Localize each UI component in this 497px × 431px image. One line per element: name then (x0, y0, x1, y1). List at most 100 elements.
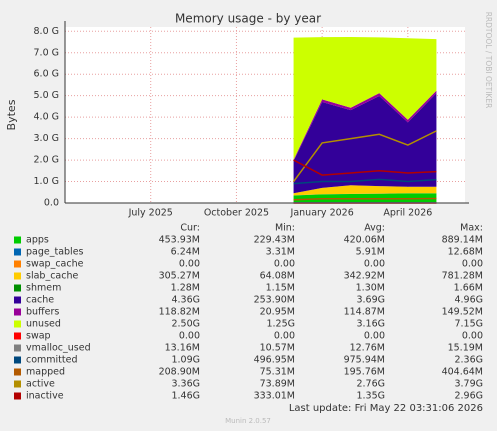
stat-value: 0.00 (462, 331, 483, 342)
stat-value: 2.36G (454, 355, 483, 366)
generator: Munin 2.0.57 (225, 417, 271, 425)
stat-value: 15.19M (448, 343, 483, 354)
x-tick-label: April 2026 (383, 208, 432, 219)
legend-label: swap_cache (26, 259, 84, 270)
stat-value: 2.76G (356, 379, 385, 390)
legend-swatch (14, 392, 21, 400)
area (293, 193, 437, 196)
stat-value: 3.31M (266, 247, 295, 258)
area (293, 185, 437, 196)
stat-value: 0.00 (364, 259, 385, 270)
line (293, 178, 437, 185)
stat-value: 0.00 (179, 331, 200, 342)
y-tick-label: 0.0 (44, 198, 59, 209)
stat-value: 75.31M (260, 367, 295, 378)
legend-label: apps (26, 235, 49, 246)
column-header: Cur: (180, 223, 200, 234)
last-update: Last update: Fri May 22 03:31:06 2026 (289, 403, 483, 414)
legend-swatch (14, 356, 21, 364)
legend-label: mapped (26, 367, 65, 378)
stat-value: 64.08M (260, 271, 295, 282)
legend-label: shmem (26, 283, 61, 294)
stat-value: 3.16G (356, 319, 385, 330)
x-tick-label: July 2025 (128, 208, 173, 219)
stat-value: 118.82M (159, 307, 200, 318)
stat-value: 1.30M (356, 283, 385, 294)
stat-value: 4.96G (454, 295, 483, 306)
stat-value: 889.14M (442, 235, 483, 246)
stat-value: 333.01M (254, 391, 295, 402)
stat-value: 1.66M (454, 283, 483, 294)
stat-value: 4.36G (171, 295, 200, 306)
stat-value: 208.90M (159, 367, 200, 378)
column-header: Min: (275, 223, 295, 234)
area (293, 93, 437, 194)
stat-value: 0.00 (179, 259, 200, 270)
legend-label: inactive (26, 391, 64, 402)
y-tick-label: 5.0 G (34, 90, 60, 101)
legend-label: unused (26, 319, 61, 330)
stat-value: 2.96G (454, 391, 483, 402)
column-header: Avg: (364, 223, 385, 234)
y-tick-label: 7.0 G (34, 47, 60, 58)
legend-swatch (14, 368, 21, 376)
stat-value: 12.68M (448, 247, 483, 258)
legend-swatch (14, 320, 21, 328)
stat-value: 5.91M (356, 247, 385, 258)
legend-swatch (14, 296, 21, 304)
x-tick-label: October 2025 (204, 208, 269, 219)
y-axis-label: Bytes (5, 99, 18, 130)
stat-value: 1.25G (266, 319, 295, 330)
stat-value: 453.93M (159, 235, 200, 246)
stat-value: 0.00 (364, 331, 385, 342)
stat-value: 3.79G (454, 379, 483, 390)
stat-value: 420.06M (344, 235, 385, 246)
y-tick-label: 2.0 G (34, 155, 60, 166)
legend-swatch (14, 236, 21, 244)
legend-label: buffers (26, 307, 59, 318)
stat-value: 1.46G (171, 391, 200, 402)
legend-label: vmalloc_used (26, 343, 91, 354)
stat-value: 781.28M (442, 271, 483, 282)
legend-swatch (14, 248, 21, 256)
legend-swatch (14, 260, 21, 268)
stat-value: 13.16M (165, 343, 200, 354)
stat-value: 0.00 (274, 259, 295, 270)
y-tick-label: 1.0 G (34, 176, 60, 187)
stat-value: 1.09G (171, 355, 200, 366)
stat-value: 1.35G (356, 391, 385, 402)
y-tick-label: 6.0 G (34, 69, 60, 80)
stat-value: 0.00 (462, 259, 483, 270)
legend-label: swap (26, 331, 51, 342)
stat-value: 3.36G (171, 379, 200, 390)
legend-label: cache (26, 295, 54, 306)
stat-value: 73.89M (260, 379, 295, 390)
stat-value: 149.52M (442, 307, 483, 318)
legend-swatch (14, 344, 21, 352)
stat-value: 229.43M (254, 235, 295, 246)
stat-value: 305.27M (159, 271, 200, 282)
legend-swatch (14, 284, 21, 292)
stat-value: 496.95M (254, 355, 295, 366)
stat-value: 20.95M (260, 307, 295, 318)
y-tick-label: 3.0 G (34, 133, 60, 144)
legend-label: active (26, 379, 55, 390)
stat-value: 114.87M (344, 307, 385, 318)
stat-value: 0.00 (274, 331, 295, 342)
column-header: Max: (460, 223, 483, 234)
stat-value: 1.28M (171, 283, 200, 294)
legend-swatch (14, 332, 21, 340)
stat-value: 253.90M (254, 295, 295, 306)
stat-value: 404.64M (442, 367, 483, 378)
stat-value: 2.50G (171, 319, 200, 330)
line (293, 159, 437, 176)
line (293, 197, 437, 201)
y-tick-label: 8.0 G (34, 26, 60, 37)
stat-value: 7.15G (454, 319, 483, 330)
line (292, 130, 437, 182)
stat-value: 3.69G (356, 295, 385, 306)
y-tick-label: 4.0 G (34, 112, 60, 123)
x-tick-label: January 2026 (290, 208, 354, 219)
